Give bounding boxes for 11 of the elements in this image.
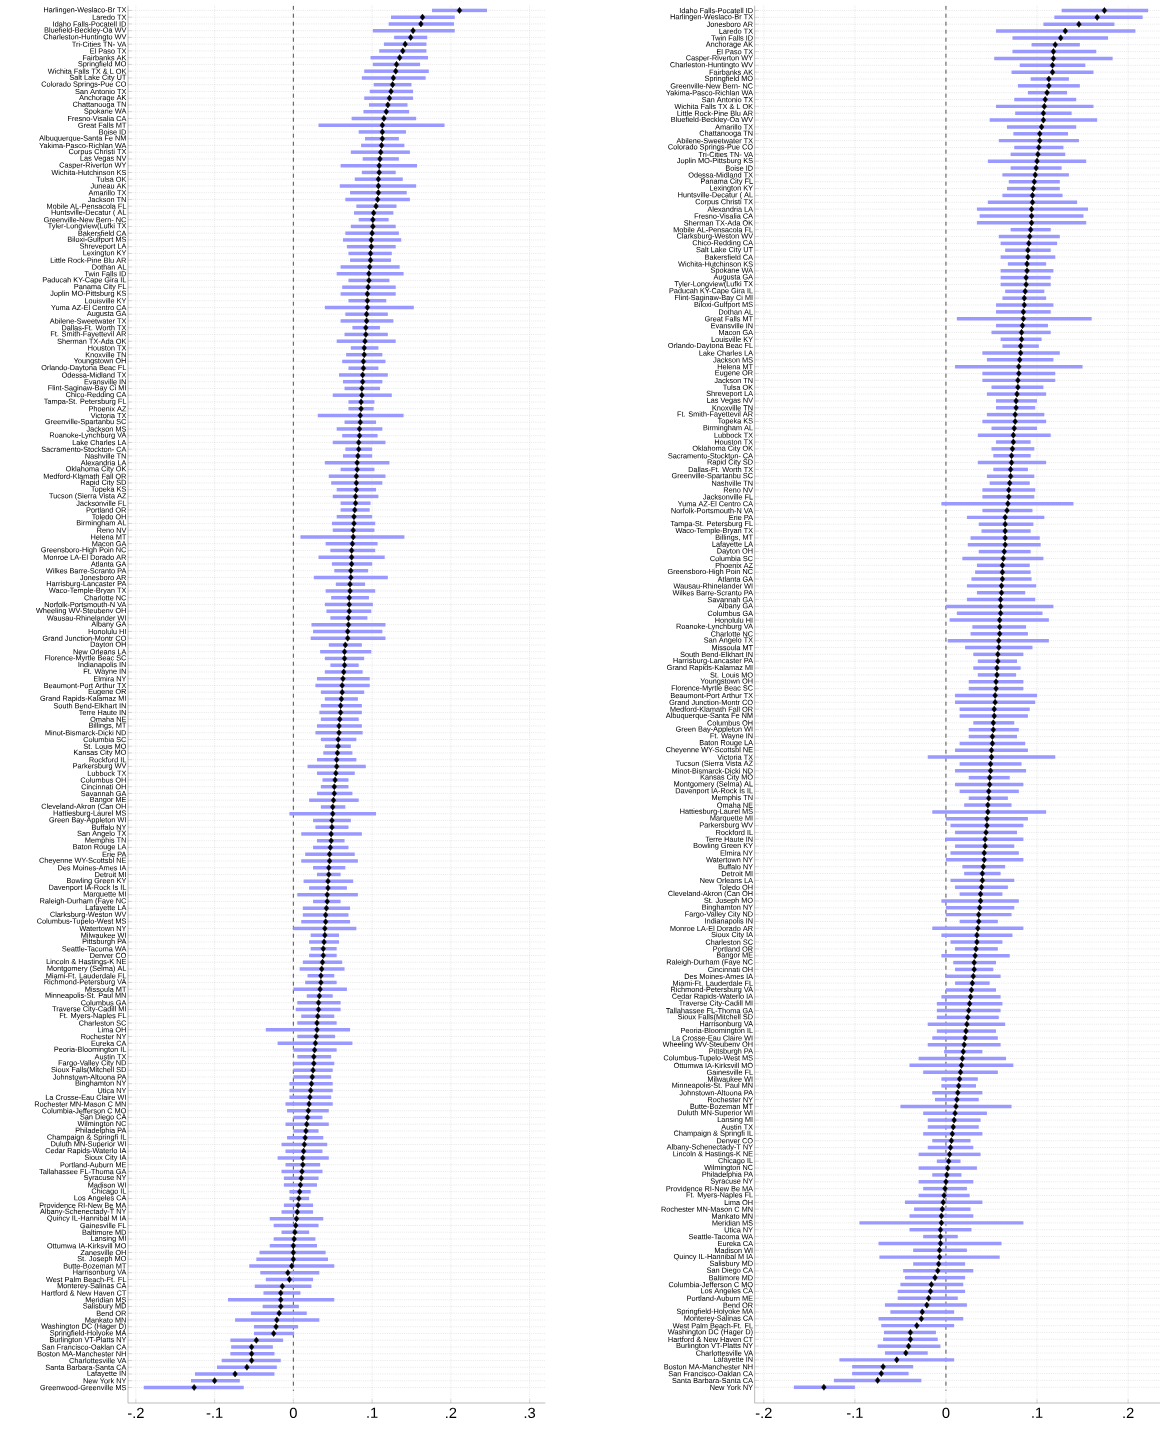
- x-tick-label: .2: [1123, 1407, 1134, 1418]
- x-tick-label: 0: [289, 1407, 297, 1419]
- x-tick-label: -.1: [846, 1407, 863, 1418]
- x-tick-label: .1: [367, 1407, 378, 1418]
- x-tick-label: -.2: [755, 1407, 772, 1418]
- x-tick-label: -.2: [127, 1407, 144, 1418]
- x-tick-label: -.1: [206, 1407, 223, 1418]
- x-tick-label: 0: [942, 1407, 950, 1419]
- x-tick-label: .1: [1032, 1407, 1043, 1418]
- x-tick-label: .3: [524, 1407, 536, 1419]
- x-tick-label: .2: [446, 1407, 457, 1418]
